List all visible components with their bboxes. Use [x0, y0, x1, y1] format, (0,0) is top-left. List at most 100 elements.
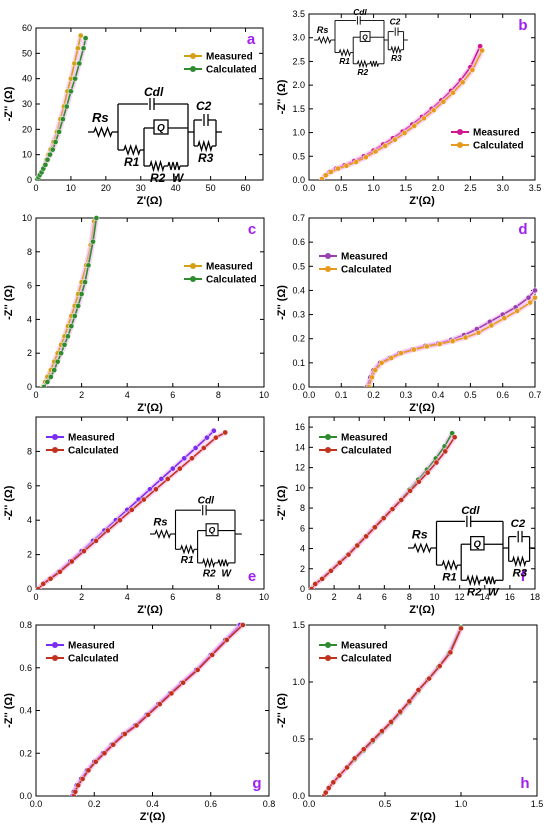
data-point	[514, 308, 521, 314]
legend-label: Calculated	[68, 654, 119, 665]
plot-frame	[308, 416, 536, 590]
data-point	[362, 154, 369, 161]
y-tick-label: 0.8	[19, 620, 32, 630]
y-tick-label: 8	[27, 247, 32, 257]
y-tick-label: 6	[27, 481, 32, 491]
circuit-label: R1	[442, 571, 457, 583]
data-point	[204, 434, 210, 441]
data-point	[78, 291, 85, 297]
circuit-label: R2	[150, 171, 166, 185]
circuit-label: R3	[198, 151, 214, 165]
data-point	[76, 60, 83, 67]
data-point	[210, 427, 217, 434]
x-tick-label: 0.5	[379, 799, 392, 809]
data-point	[322, 172, 329, 179]
legend-marker	[325, 655, 331, 661]
legend-label: Measured	[341, 252, 388, 263]
cpe-symbol	[359, 31, 371, 42]
x-axis-label: Z'(Ω)	[137, 402, 163, 414]
series-group	[69, 622, 246, 796]
data-point	[369, 737, 376, 743]
data-point	[401, 130, 408, 136]
legend-label: Measured	[68, 433, 115, 444]
x-tick-label: 2.0	[432, 183, 445, 193]
x-tick-label: 0	[33, 390, 38, 400]
x-tick-label: 10	[430, 592, 440, 602]
data-point	[365, 384, 372, 387]
data-point	[354, 542, 361, 549]
resistor-symbol	[356, 59, 368, 69]
data-point	[85, 262, 92, 269]
data-point	[411, 123, 418, 129]
y-tick-label: 10	[295, 483, 305, 493]
x-tick-label: 1.5	[531, 799, 544, 809]
plot-frame	[35, 416, 265, 590]
x-tick-label: 18	[530, 592, 540, 602]
data-point	[65, 333, 71, 340]
x-axis-label: Z'(Ω)	[137, 195, 163, 207]
data-point	[430, 107, 437, 114]
legend: Measured Calculated	[319, 641, 392, 665]
data-point	[42, 161, 49, 168]
legend: Measured Calculated	[184, 52, 257, 76]
data-point	[85, 767, 92, 774]
x-tick-label: 2	[79, 390, 84, 400]
x-tick-label: 10	[66, 183, 76, 193]
data-point	[440, 98, 447, 105]
x-tick-label: 8	[407, 592, 412, 602]
panel-letter: a	[247, 31, 256, 48]
y-axis-label: -Z'' (Ω)	[276, 285, 288, 320]
x-tick-label: 16	[505, 592, 515, 602]
data-point	[93, 215, 100, 221]
x-tick-label: 2	[79, 592, 84, 602]
legend-marker	[457, 142, 463, 148]
resistor-symbol	[217, 559, 229, 567]
data-point	[239, 622, 246, 628]
panel-d: 0.0 0.1 0.2 0.3 0.4 0.5 0.6 0.7 0.0 0.1 0.2 0.3 0.4 0…	[276, 213, 541, 414]
circuit-label: R2	[467, 587, 482, 599]
data-point	[380, 515, 387, 522]
data-point	[449, 430, 455, 437]
data-point	[177, 465, 183, 472]
panel-letter: d	[518, 221, 527, 238]
y-tick-label: 40	[22, 74, 32, 84]
data-point	[397, 708, 404, 715]
y-tick-label: 8	[27, 446, 32, 456]
legend-marker	[190, 276, 196, 282]
y-tick-label: 1.5	[292, 620, 305, 630]
x-tick-label: 30	[136, 183, 146, 193]
panel-c: 0 2 4 6 8 10 0 2 4 6 8 10 Z'(Ω) -Z'' (Ω) c Measured Calc…	[3, 213, 269, 414]
legend-label: Calculated	[341, 265, 392, 276]
data-point	[451, 434, 458, 441]
data-point	[372, 148, 379, 155]
panel-a: 0 10 20 30 40 50 60 0 10 20 30 40 50 60 Z'(Ω) -Z'' (Ω) a…	[3, 23, 264, 207]
data-point	[72, 788, 79, 795]
x-tick-label: 0.5	[335, 183, 348, 193]
data-point	[353, 159, 359, 165]
data-point	[392, 136, 398, 143]
data-point	[308, 586, 315, 589]
y-tick-label: 0.2	[19, 748, 32, 758]
plot-frame	[308, 217, 536, 388]
data-point	[110, 741, 117, 748]
y-tick-label: 2	[300, 564, 305, 574]
y-tick-label: 0.1	[292, 358, 305, 368]
circuit-drawing: Rs Cdl R1 Q R2 W C2 R3	[88, 85, 222, 185]
y-tick-label: 0.2	[292, 334, 305, 344]
x-tick-label: 0	[33, 592, 38, 602]
circuit-label: Cdl	[144, 85, 164, 99]
data-point	[72, 75, 78, 82]
legend-marker	[325, 253, 331, 259]
legend-marker	[52, 655, 58, 661]
x-tick-label: 6	[170, 592, 175, 602]
data-point	[90, 238, 96, 245]
x-tick-label: 0.0	[303, 183, 316, 193]
y-tick-label: 0.6	[292, 237, 305, 247]
data-point	[469, 67, 476, 73]
legend-label: Calculated	[206, 275, 257, 286]
equivalent-circuit: Rs Cdl R1 Q R2 W C2 R3	[408, 505, 536, 599]
legend-marker	[457, 129, 463, 135]
y-tick-label: 16	[295, 422, 305, 432]
x-tick-label: 0.5	[464, 390, 477, 400]
